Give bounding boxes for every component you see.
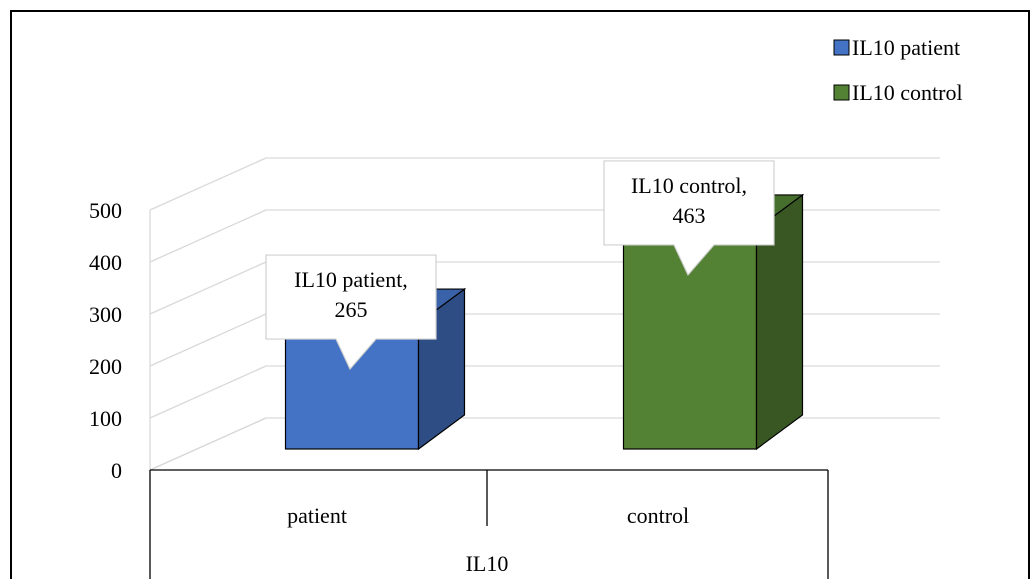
data-labels: IL10 patient, 265 IL10 control, 463 [265, 160, 775, 371]
gridline-depth [149, 261, 267, 315]
gridline-depth [149, 157, 267, 211]
gridline-depth [149, 313, 267, 367]
callout-box [265, 254, 437, 371]
bar-front-face [622, 228, 758, 450]
x-tick-label-patient: patient [287, 503, 347, 528]
legend-label: IL10 control [852, 80, 963, 105]
bar-control [621, 193, 805, 451]
x-tick-label-control: control [627, 503, 689, 528]
legend-item-control: IL10 control [833, 80, 963, 105]
y-tick-label: 200 [89, 354, 122, 379]
y-tick-label: 300 [89, 302, 122, 327]
floor-edge [149, 417, 267, 471]
data-label-text: 463 [673, 203, 706, 228]
y-tick-label: 400 [89, 250, 122, 275]
data-label-text: 265 [335, 297, 368, 322]
legend-label: IL10 patient [852, 35, 960, 60]
data-label-text: IL10 control, [631, 173, 747, 198]
legend-swatch [833, 39, 850, 56]
y-tick-label: 500 [89, 198, 122, 223]
x-group-label: IL10 [466, 551, 509, 576]
gridline-depth [149, 209, 267, 263]
y-tick-label: 100 [89, 406, 122, 431]
legend: IL10 patient IL10 control [833, 35, 963, 105]
legend-swatch [833, 84, 850, 101]
legend-item-patient: IL10 patient [833, 35, 960, 60]
data-label-patient: IL10 patient, 265 [265, 254, 437, 371]
data-label-text: IL10 patient, [294, 267, 408, 292]
data-label-control: IL10 control, 463 [603, 160, 775, 277]
y-tick-label: 0 [111, 458, 122, 483]
callout-box [603, 160, 775, 277]
gridline-depth [149, 365, 267, 419]
y-axis-tick-labels: 0 100 200 300 400 500 [89, 198, 122, 483]
x-axis: patient control IL10 [149, 469, 829, 579]
axes [149, 210, 267, 471]
chart-frame [10, 10, 1030, 579]
